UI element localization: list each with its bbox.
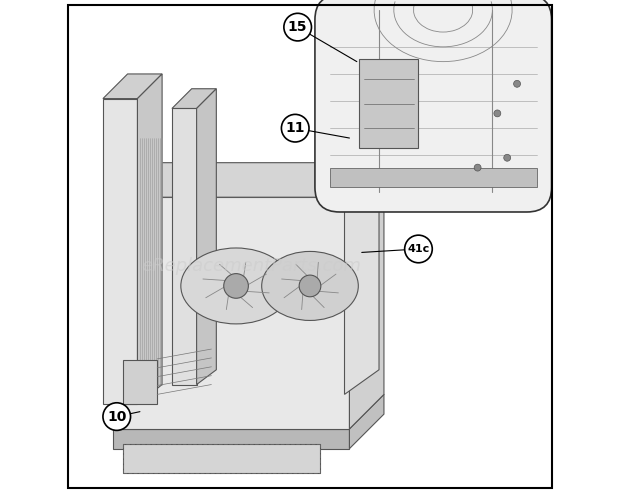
Polygon shape — [113, 394, 384, 429]
Circle shape — [281, 114, 309, 142]
Text: 11: 11 — [285, 121, 305, 135]
Circle shape — [503, 154, 511, 161]
Circle shape — [513, 80, 521, 87]
Polygon shape — [197, 89, 216, 385]
Polygon shape — [113, 429, 350, 449]
Text: 15: 15 — [288, 20, 308, 34]
Polygon shape — [113, 197, 350, 429]
Polygon shape — [350, 394, 384, 449]
Polygon shape — [123, 360, 157, 404]
Circle shape — [224, 274, 249, 298]
Polygon shape — [113, 163, 384, 197]
Ellipse shape — [181, 248, 291, 324]
Polygon shape — [103, 74, 162, 99]
Circle shape — [494, 110, 501, 117]
Ellipse shape — [262, 251, 358, 320]
Bar — [360, 59, 418, 148]
Polygon shape — [350, 163, 384, 429]
Polygon shape — [172, 108, 197, 385]
Circle shape — [405, 235, 432, 263]
Polygon shape — [172, 89, 216, 108]
Polygon shape — [330, 168, 537, 187]
Polygon shape — [345, 108, 379, 173]
Text: eReplacementParts.com: eReplacementParts.com — [141, 257, 361, 275]
Circle shape — [284, 13, 311, 41]
FancyBboxPatch shape — [315, 0, 552, 212]
Circle shape — [474, 164, 481, 171]
Polygon shape — [123, 444, 320, 473]
Circle shape — [299, 275, 321, 297]
Polygon shape — [103, 99, 138, 404]
Polygon shape — [138, 74, 162, 404]
Circle shape — [103, 403, 131, 430]
Text: 41c: 41c — [407, 244, 430, 254]
Polygon shape — [345, 148, 379, 394]
Text: 10: 10 — [107, 410, 126, 423]
